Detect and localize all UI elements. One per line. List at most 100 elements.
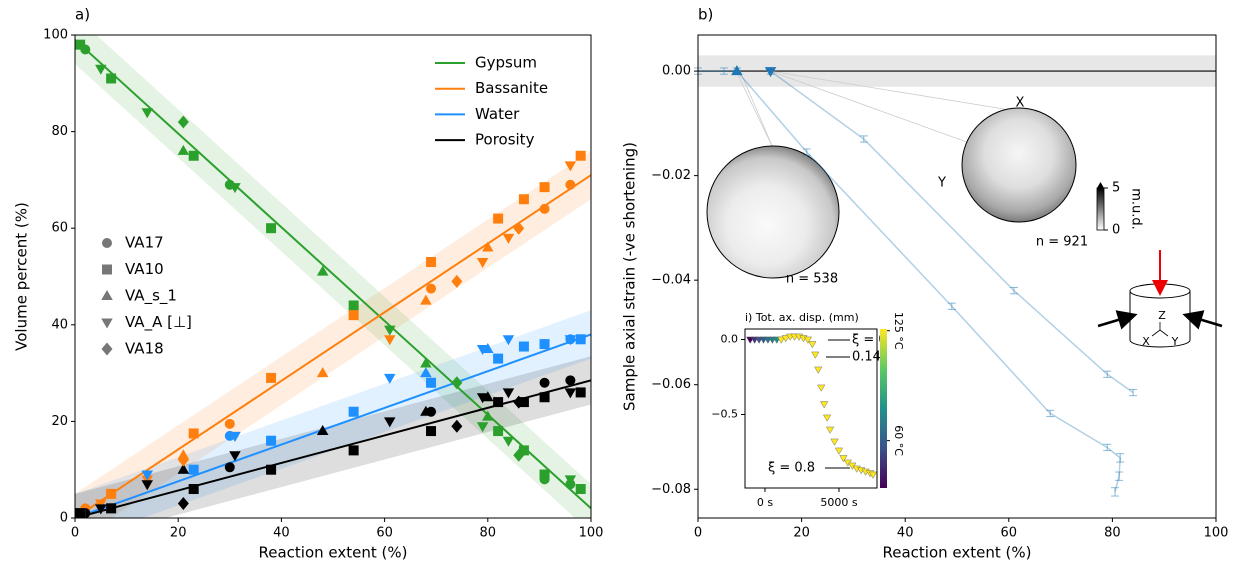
- x-tick-label: 60: [1001, 526, 1018, 541]
- marker: [476, 393, 489, 404]
- x-tick-label: 20: [170, 526, 187, 541]
- marker: [476, 258, 489, 269]
- x-tick-label: 80: [1104, 526, 1121, 541]
- error-bar: [802, 148, 811, 156]
- colorbar-tick-label: 0: [1112, 223, 1120, 238]
- marker: [348, 406, 359, 417]
- error-bar: [1116, 453, 1125, 463]
- marker: [141, 480, 153, 491]
- legend-label: VA_A [⊥]: [125, 313, 192, 332]
- marker: [348, 445, 359, 456]
- marker: [177, 453, 189, 467]
- marker: [868, 471, 878, 479]
- marker: [482, 241, 494, 252]
- marker: [814, 366, 823, 374]
- x-tick-label: 5000 s: [820, 496, 857, 509]
- x-tick-label: 100: [1204, 526, 1229, 541]
- x-axis-label: Reaction extent (%): [883, 544, 1032, 562]
- marker: [777, 336, 786, 344]
- marker: [834, 447, 843, 455]
- x-tick-label: 40: [273, 526, 290, 541]
- x-tick-label: 60: [376, 526, 393, 541]
- marker: [781, 335, 790, 343]
- band: [75, 150, 591, 518]
- pole-figure: [706, 145, 840, 279]
- legend-label: Porosity: [475, 131, 535, 149]
- marker: [177, 497, 189, 511]
- marker: [420, 357, 432, 368]
- marker: [316, 425, 329, 436]
- y-tick-label: 0.0: [721, 333, 739, 346]
- marker: [348, 300, 359, 311]
- y-tick-label: 80: [51, 124, 68, 139]
- colorbar: [1096, 187, 1105, 231]
- x-tick-label: 20: [793, 526, 810, 541]
- n-label: n = 538: [786, 272, 838, 287]
- legend-label: VA10: [125, 260, 164, 278]
- x-tick-label: 0 s: [757, 496, 773, 509]
- error-bar: [719, 67, 728, 75]
- error-bar: [1129, 388, 1138, 397]
- colorbar: [880, 329, 887, 488]
- marker: [564, 161, 577, 172]
- panel-label: b): [698, 6, 713, 24]
- marker: [513, 221, 525, 235]
- x-tick-label: 80: [480, 526, 497, 541]
- marker: [316, 265, 329, 276]
- marker: [565, 375, 576, 386]
- fit-line: [75, 39, 591, 510]
- marker: [502, 233, 515, 244]
- annotation: ξ = 0: [852, 333, 887, 348]
- marker: [811, 351, 820, 359]
- marker: [539, 339, 550, 350]
- marker: [229, 431, 241, 442]
- marker: [493, 426, 504, 437]
- x-axis-label: Reaction extent (%): [259, 544, 408, 562]
- marker: [224, 418, 235, 429]
- error-bar: [1046, 409, 1055, 418]
- marker: [575, 484, 586, 495]
- colorbar-extend: [1097, 182, 1104, 188]
- marker: [229, 451, 241, 462]
- marker: [451, 419, 463, 433]
- marker: [426, 257, 437, 268]
- marker: [348, 310, 359, 321]
- marker: [106, 73, 117, 84]
- marker: [451, 376, 463, 390]
- marker: [764, 67, 777, 78]
- marker: [539, 203, 550, 214]
- plot-frame: [74, 34, 592, 519]
- colorbar-tick-label: 125 °C: [892, 312, 905, 350]
- y-tick-label: 100: [43, 28, 68, 43]
- marker: [731, 65, 743, 76]
- plot-area: [75, 35, 591, 518]
- marker: [513, 395, 525, 409]
- marker: [539, 182, 550, 193]
- marker: [384, 325, 396, 336]
- marker: [518, 341, 529, 352]
- band: [75, 310, 591, 518]
- y-tick-label: −0.5: [711, 408, 738, 421]
- marker: [266, 372, 277, 383]
- error-bar: [947, 302, 956, 310]
- fit-line: [75, 174, 591, 518]
- marker: [420, 367, 432, 378]
- marker: [539, 392, 550, 403]
- marker: [266, 435, 277, 446]
- marker: [229, 183, 241, 194]
- marker: [188, 464, 199, 475]
- marker: [316, 367, 329, 378]
- marker: [177, 463, 190, 474]
- marker: [451, 274, 463, 288]
- marker: [564, 475, 577, 486]
- marker: [493, 213, 504, 224]
- marker: [384, 373, 396, 384]
- fit-line: [75, 333, 591, 518]
- x-tick-label: 0: [694, 526, 702, 541]
- diagram-label: X: [1142, 335, 1150, 348]
- marker: [426, 377, 437, 388]
- inset-frame: [744, 328, 878, 489]
- marker: [266, 464, 277, 475]
- n-label: n = 921: [1036, 235, 1088, 250]
